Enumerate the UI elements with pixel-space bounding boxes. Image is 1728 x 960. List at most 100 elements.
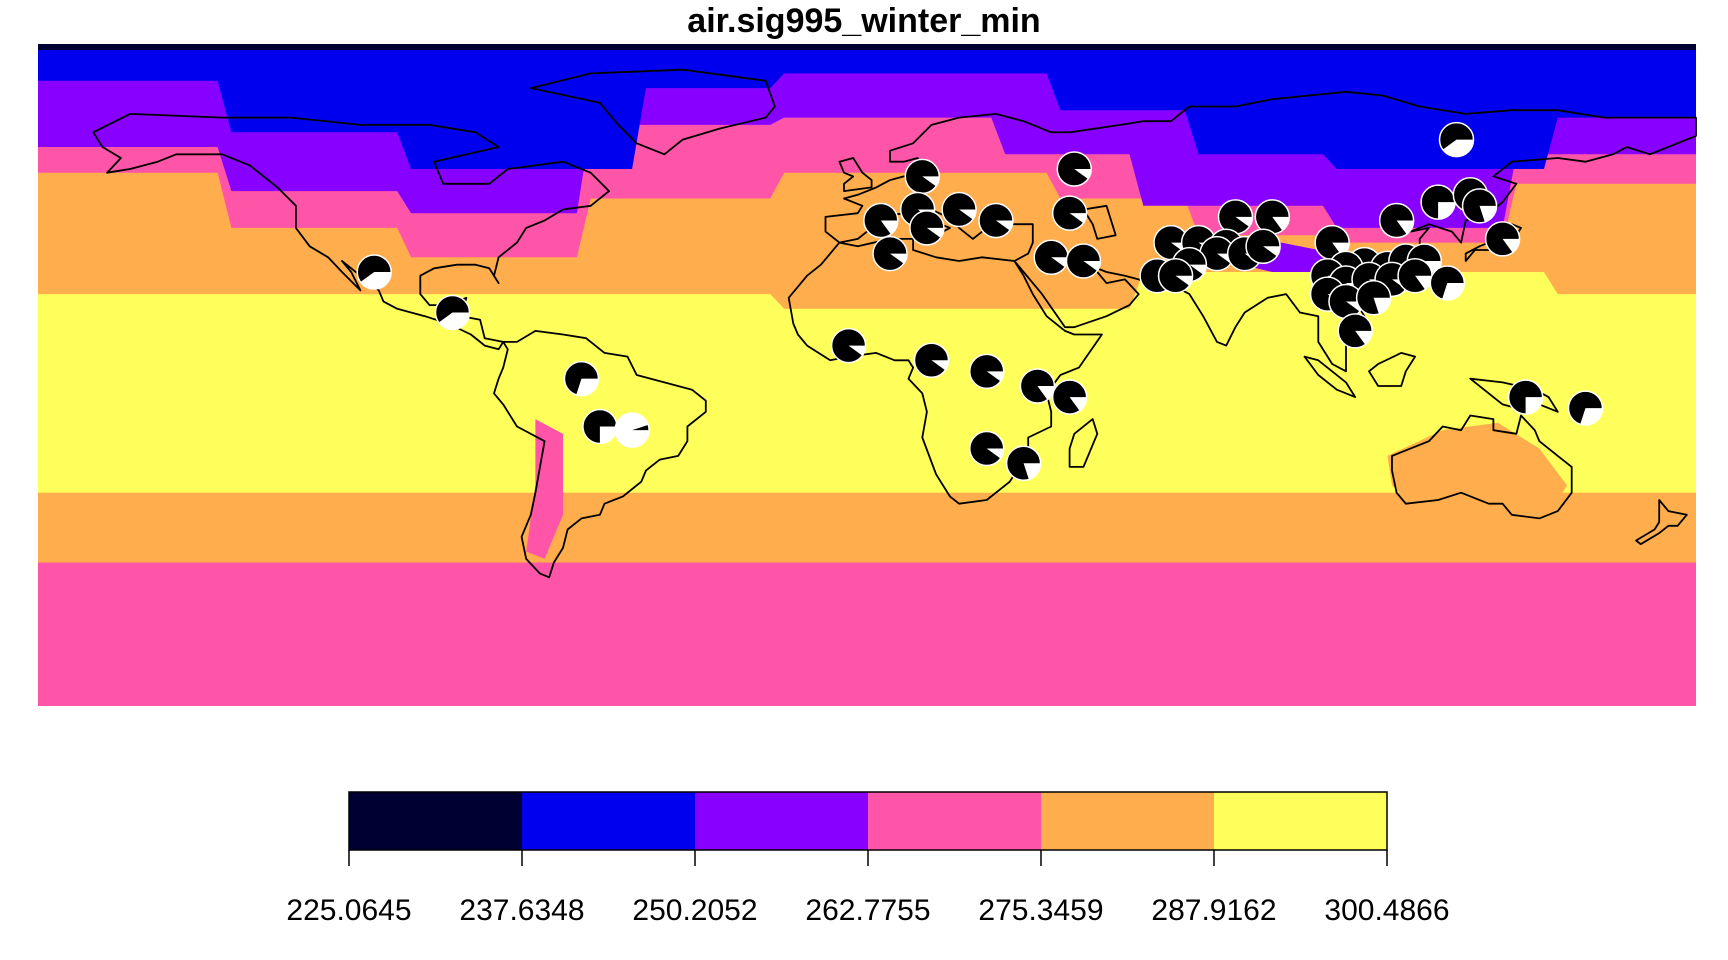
pie-marker bbox=[863, 202, 899, 239]
legend-tick-label: 300.4866 bbox=[1324, 894, 1449, 927]
legend-swatch bbox=[522, 792, 695, 850]
pie-marker bbox=[1056, 151, 1092, 187]
legend-swatch bbox=[1214, 792, 1387, 850]
pie-outline bbox=[614, 412, 650, 448]
pie-outline bbox=[872, 235, 908, 272]
pie-marker bbox=[582, 408, 618, 445]
pie-marker bbox=[1429, 265, 1466, 301]
legend-tick-label: 237.6348 bbox=[459, 894, 584, 927]
pie-slice-black bbox=[1568, 391, 1603, 425]
pie-outline bbox=[863, 202, 899, 239]
legend-swatch bbox=[695, 792, 868, 850]
band-north-blue bbox=[38, 44, 1696, 169]
pie-slice-black bbox=[1052, 380, 1087, 415]
legend-tick-label: 262.7755 bbox=[805, 894, 930, 927]
pie-marker bbox=[1355, 280, 1392, 316]
legend-tick-label: 287.9162 bbox=[1151, 894, 1276, 927]
pie-outline bbox=[356, 254, 392, 290]
pie-marker bbox=[1033, 239, 1069, 276]
pie-marker bbox=[1314, 224, 1350, 261]
pie-slice-black bbox=[1158, 258, 1193, 293]
pie-slice-black bbox=[1338, 313, 1373, 348]
pie-outline bbox=[434, 294, 471, 331]
pie-outline bbox=[1005, 445, 1042, 482]
pie-outline bbox=[941, 191, 977, 228]
pie-slice-black bbox=[969, 431, 1004, 466]
temperature-raster bbox=[38, 44, 1696, 706]
pie-marker bbox=[1438, 121, 1475, 158]
pie-marker bbox=[1420, 184, 1456, 220]
pie-slice-black bbox=[1453, 177, 1488, 212]
pie-marker bbox=[1337, 313, 1373, 349]
pie-slice-black bbox=[831, 328, 866, 363]
coastline-borneo bbox=[1368, 351, 1416, 387]
coastline-greenland bbox=[529, 68, 776, 156]
coastline-sumatra bbox=[1303, 355, 1357, 399]
pie-marker bbox=[1567, 390, 1604, 426]
pie-slice-black bbox=[1066, 243, 1101, 278]
pie-slice-black bbox=[1052, 196, 1087, 231]
pie-slice-black bbox=[873, 236, 908, 271]
pie-outline bbox=[563, 360, 600, 397]
pie-marker bbox=[968, 430, 1005, 467]
pie-marker bbox=[1157, 257, 1194, 294]
pie-marker bbox=[1484, 221, 1521, 257]
pie-outline bbox=[968, 353, 1005, 390]
pie-outline bbox=[1429, 265, 1466, 301]
pie-marker bbox=[356, 254, 392, 290]
pie-marker bbox=[830, 327, 867, 364]
andes-pink bbox=[526, 419, 564, 559]
legend-tick-label: 275.3459 bbox=[978, 894, 1103, 927]
pie-outline bbox=[978, 202, 1014, 239]
pie-slice-black bbox=[863, 203, 898, 238]
pie-marker bbox=[1397, 257, 1433, 294]
pie-marker bbox=[904, 158, 941, 195]
pie-slice-black bbox=[1315, 225, 1350, 260]
pie-slice-black bbox=[1356, 280, 1391, 315]
pie-slice-black bbox=[1379, 203, 1414, 238]
pie-marker bbox=[1461, 188, 1498, 224]
pie-marker bbox=[913, 342, 950, 379]
pie-outline bbox=[1438, 121, 1475, 158]
australia-orange bbox=[1387, 422, 1568, 515]
pie-marker bbox=[614, 412, 650, 448]
legend-tick-label: 250.2052 bbox=[632, 894, 757, 927]
pie-slice-black bbox=[435, 295, 470, 323]
pie-slice-black bbox=[969, 354, 1004, 389]
pie-outline bbox=[1051, 379, 1088, 415]
pie-outline bbox=[968, 430, 1005, 467]
pie-marker bbox=[563, 360, 600, 397]
pie-outline bbox=[1056, 151, 1092, 187]
pie-slice-black bbox=[914, 343, 949, 378]
pie-outline bbox=[1019, 368, 1056, 404]
coastline-north-america bbox=[92, 113, 610, 351]
legend-swatch bbox=[868, 792, 1041, 850]
pie-marker bbox=[1051, 379, 1088, 415]
pie-marker bbox=[434, 294, 471, 331]
color-legend: 225.0645 237.6348 250.2052 262.7755 275.3459… bbox=[286, 791, 1450, 927]
polar-darkest bbox=[38, 44, 1696, 50]
pie-marker bbox=[1199, 235, 1235, 272]
pie-slice-black bbox=[1430, 266, 1465, 300]
pie-slice-black bbox=[1462, 188, 1497, 223]
pie-marker bbox=[909, 210, 945, 246]
pie-outline bbox=[1245, 228, 1281, 265]
pie-slice-black bbox=[1034, 240, 1069, 275]
pie-slice-black bbox=[1246, 229, 1281, 264]
pie-outline bbox=[909, 210, 945, 246]
pie-outline bbox=[1567, 390, 1604, 426]
coastline-arabian-caspian bbox=[1082, 204, 1117, 240]
coastline-great-britain bbox=[838, 157, 873, 193]
pie-slice-black bbox=[1328, 284, 1363, 319]
coastline-africa bbox=[787, 237, 1103, 505]
pie-marker bbox=[1005, 445, 1042, 482]
pie-marker bbox=[1245, 228, 1281, 265]
pie-slice-black bbox=[909, 210, 944, 245]
pie-outline bbox=[1337, 313, 1373, 349]
coastline-new-zealand bbox=[1635, 499, 1688, 546]
pie-marker bbox=[941, 191, 977, 228]
pie-marker bbox=[1507, 379, 1544, 415]
pie-marker bbox=[1051, 195, 1088, 231]
pie-marker bbox=[1065, 243, 1102, 279]
